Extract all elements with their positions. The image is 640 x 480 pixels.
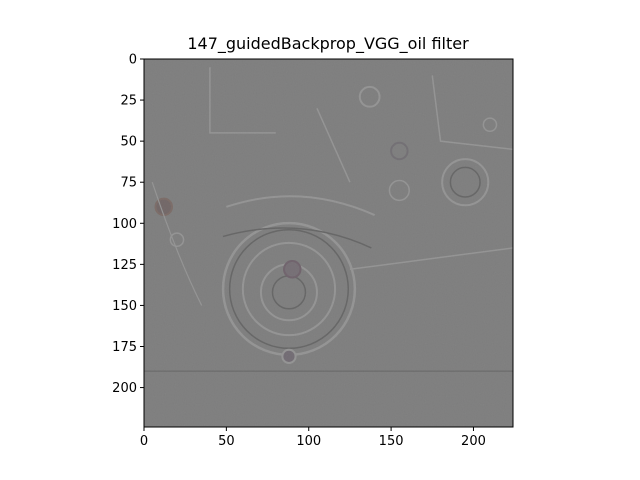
y-axis-ticks: 0 25 50 75 100 125 150 175 200: [112, 53, 144, 396]
image-noise-overlay: [144, 59, 513, 427]
x-tick-label-50: 50: [218, 434, 235, 449]
y-tick-label-125: 125: [112, 258, 137, 273]
y-tick-label-50: 50: [120, 135, 137, 150]
y-tick-label-200: 200: [112, 381, 137, 396]
y-tick-label-0: 0: [129, 53, 137, 68]
x-tick-label-200: 200: [461, 434, 486, 449]
plot-title: 147_guidedBackprop_VGG_oil filter: [187, 34, 469, 54]
x-tick-label-0: 0: [140, 434, 148, 449]
y-tick-label-75: 75: [120, 176, 137, 191]
y-tick-label-100: 100: [112, 217, 137, 232]
y-tick-label-175: 175: [112, 340, 137, 355]
x-tick-label-150: 150: [379, 434, 404, 449]
saliency-image: [144, 59, 513, 427]
x-tick-label-100: 100: [296, 434, 321, 449]
x-axis-ticks: 0 50 100 150 200: [140, 427, 486, 449]
y-tick-label-150: 150: [112, 299, 137, 314]
y-tick-label-25: 25: [120, 94, 137, 109]
axes-frame: [143, 58, 514, 428]
